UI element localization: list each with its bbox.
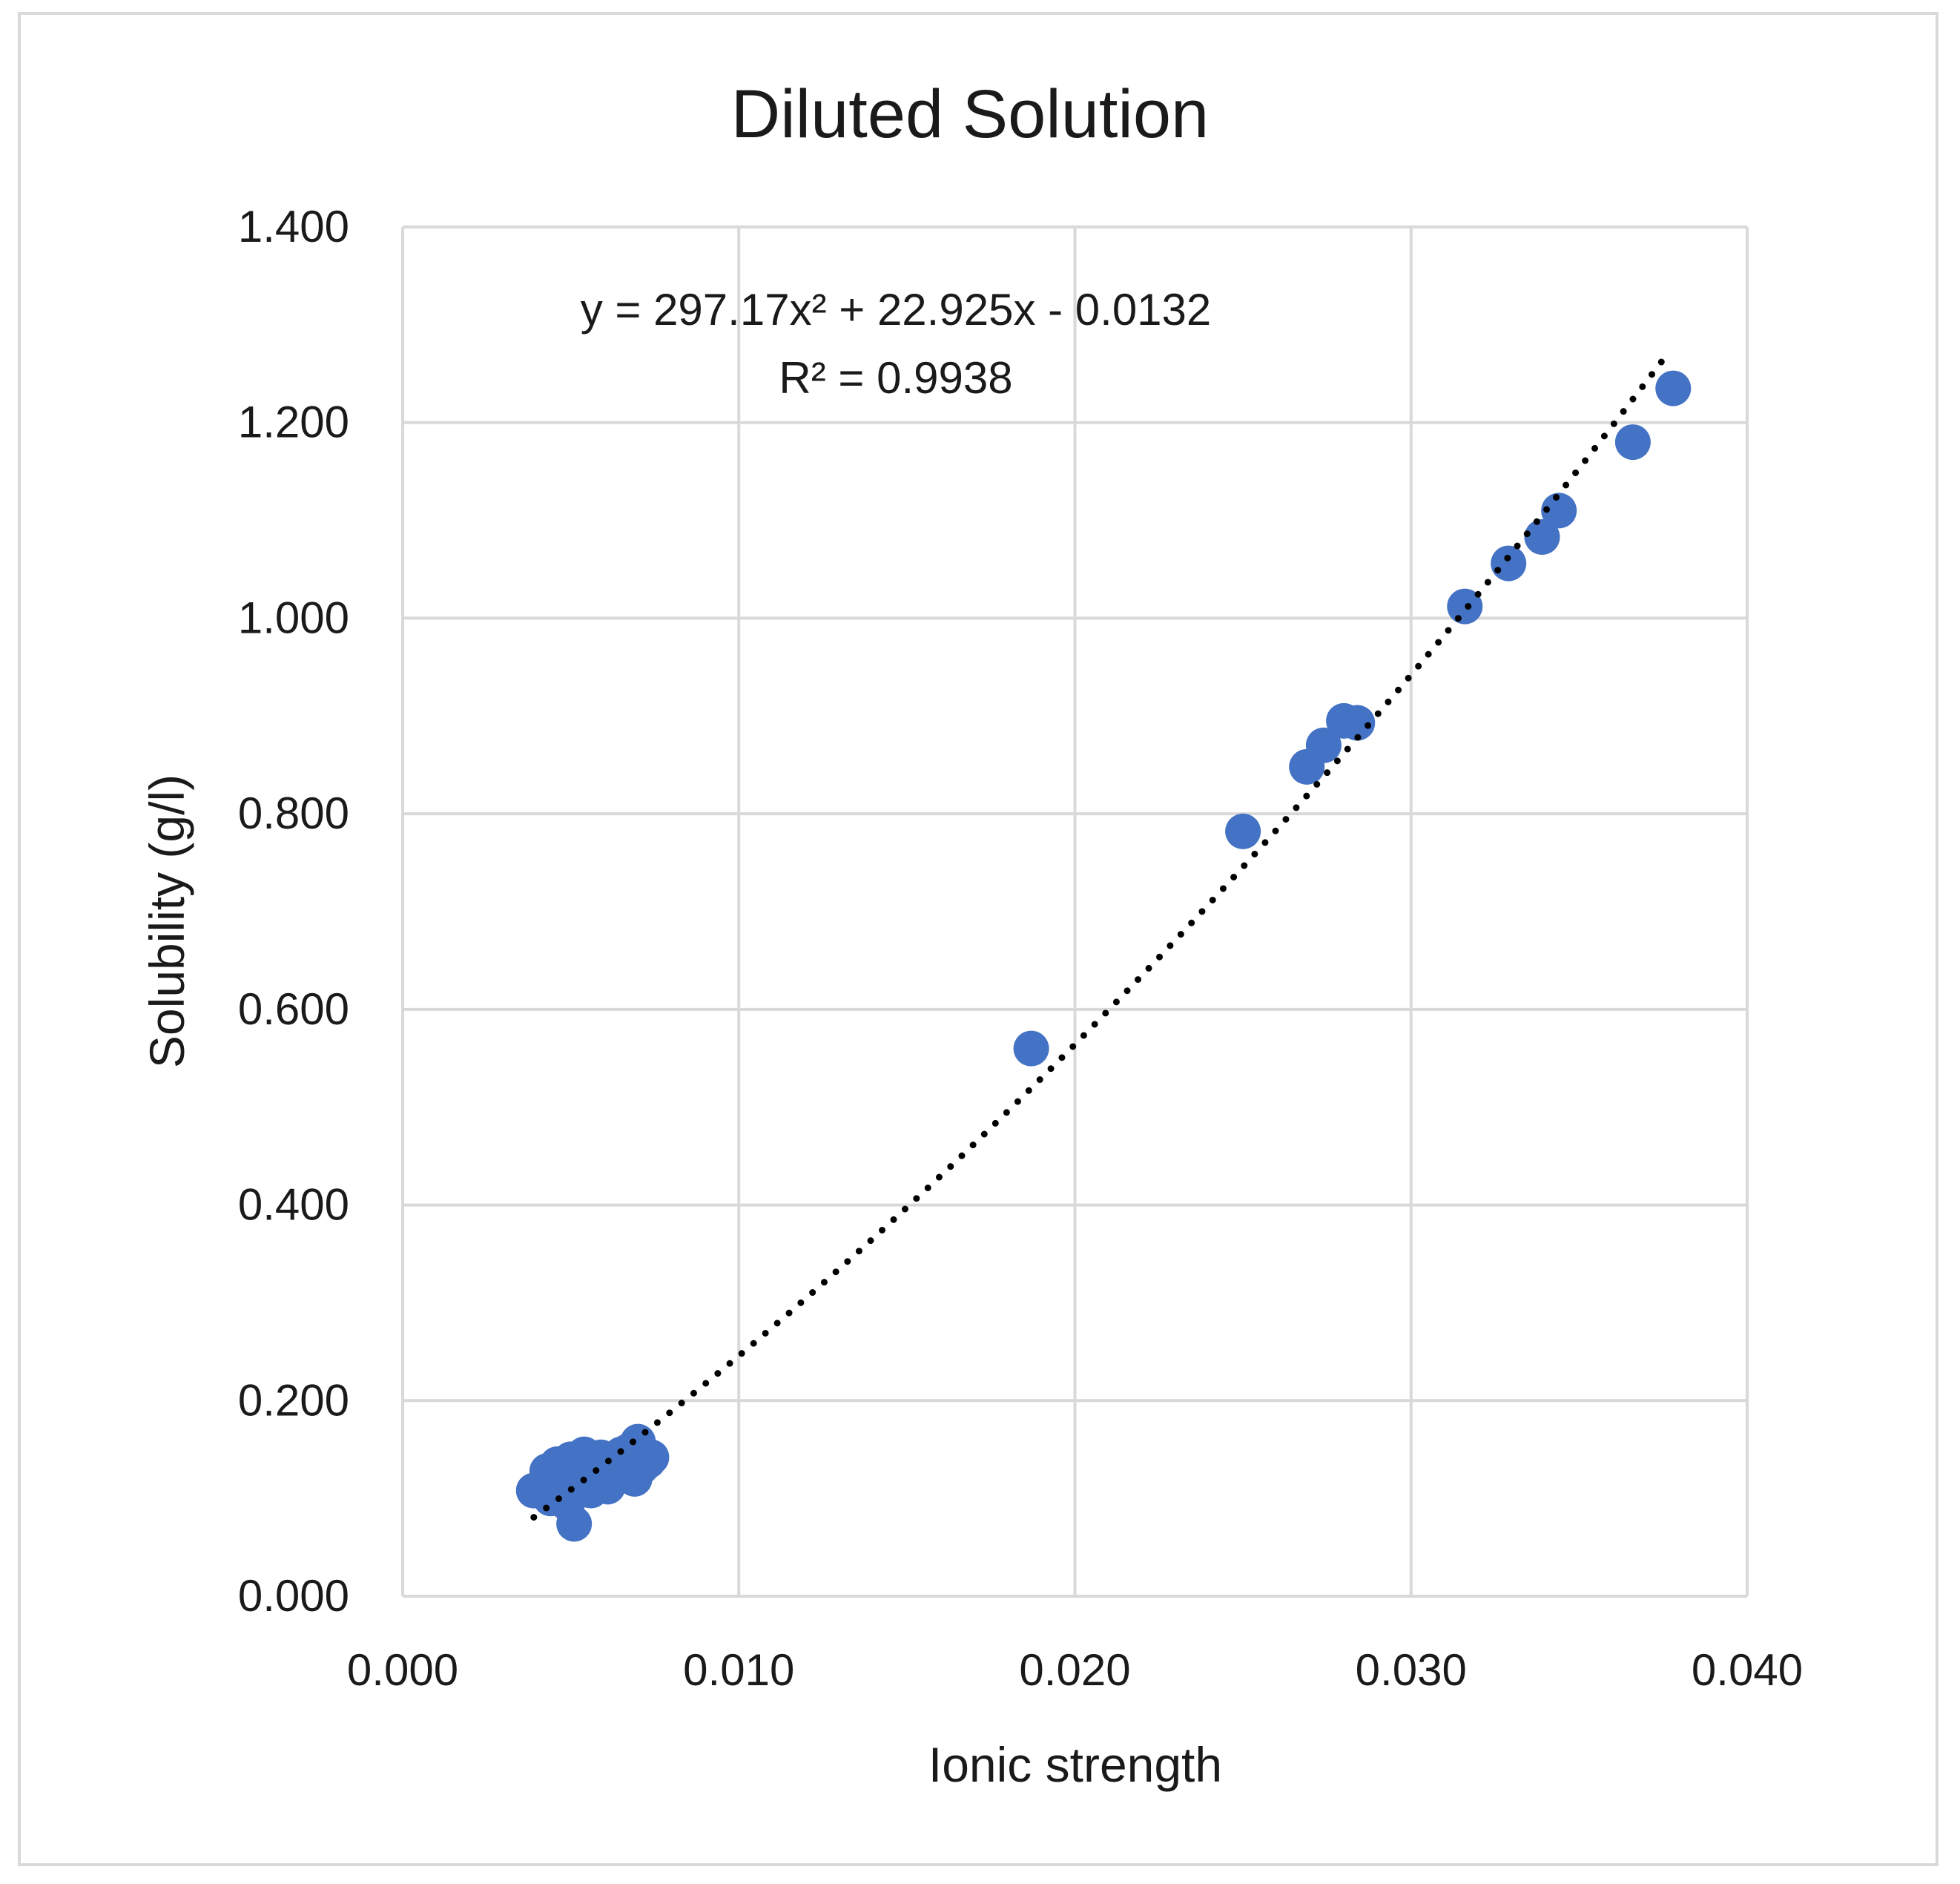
trendline-r-squared: R² = 0.9938	[779, 353, 1012, 403]
data-point	[1305, 727, 1342, 763]
y-tick-label: 0.400	[238, 1180, 349, 1230]
y-tick-label: 0.200	[238, 1375, 349, 1425]
data-point	[633, 1439, 670, 1475]
x-tick-label: 0.020	[1019, 1645, 1130, 1695]
data-point	[1447, 588, 1483, 625]
y-tick-label: 1.000	[238, 593, 349, 642]
trendline	[530, 347, 1674, 1521]
y-tick-label: 0.000	[238, 1571, 349, 1621]
data-point	[556, 1506, 593, 1542]
y-axis-label: Solubility (g/l)	[139, 774, 194, 1068]
data-point	[1013, 1030, 1049, 1067]
data-point	[1491, 545, 1527, 582]
data-points	[515, 370, 1692, 1542]
data-point	[1225, 813, 1261, 849]
chart-frame	[18, 12, 1938, 1866]
data-point	[1524, 518, 1560, 555]
chart-title: Diluted Solution	[731, 76, 1209, 152]
x-tick-label: 0.000	[347, 1645, 458, 1695]
y-tick-label: 0.600	[238, 984, 349, 1034]
data-point	[1655, 370, 1692, 406]
y-axis-tick-labels: 0.000 0.200 0.400 0.600 0.800 1.000 1.200 1.400	[238, 202, 349, 1621]
y-tick-label: 1.200	[238, 398, 349, 447]
x-axis-tick-labels: 0.000 0.010 0.020 0.030 0.040	[347, 1645, 1803, 1695]
x-tick-label: 0.030	[1356, 1645, 1467, 1695]
data-point	[1614, 424, 1651, 461]
y-tick-label: 1.400	[238, 202, 349, 251]
data-point	[1339, 705, 1376, 741]
trendline-path	[530, 347, 1674, 1521]
x-tick-label: 0.010	[683, 1645, 794, 1695]
data-point	[1541, 493, 1577, 529]
gridlines	[401, 225, 1749, 1598]
trendline-equation: y = 297.17x² + 22.925x - 0.0132	[581, 285, 1212, 335]
y-tick-label: 0.800	[238, 788, 349, 838]
x-tick-label: 0.040	[1692, 1645, 1803, 1695]
x-axis-label: Ionic strength	[928, 1737, 1222, 1792]
